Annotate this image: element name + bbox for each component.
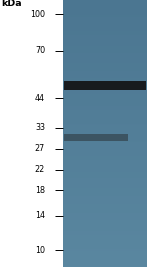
Text: 33: 33 [35, 123, 45, 132]
Text: 44: 44 [35, 94, 45, 103]
Text: 27: 27 [35, 144, 45, 153]
Text: 70: 70 [35, 46, 45, 55]
Text: 100: 100 [30, 10, 45, 19]
Text: 14: 14 [35, 211, 45, 220]
Text: 18: 18 [35, 186, 45, 195]
Text: kDa: kDa [2, 0, 22, 8]
Text: 22: 22 [35, 165, 45, 174]
Text: 10: 10 [35, 246, 45, 255]
